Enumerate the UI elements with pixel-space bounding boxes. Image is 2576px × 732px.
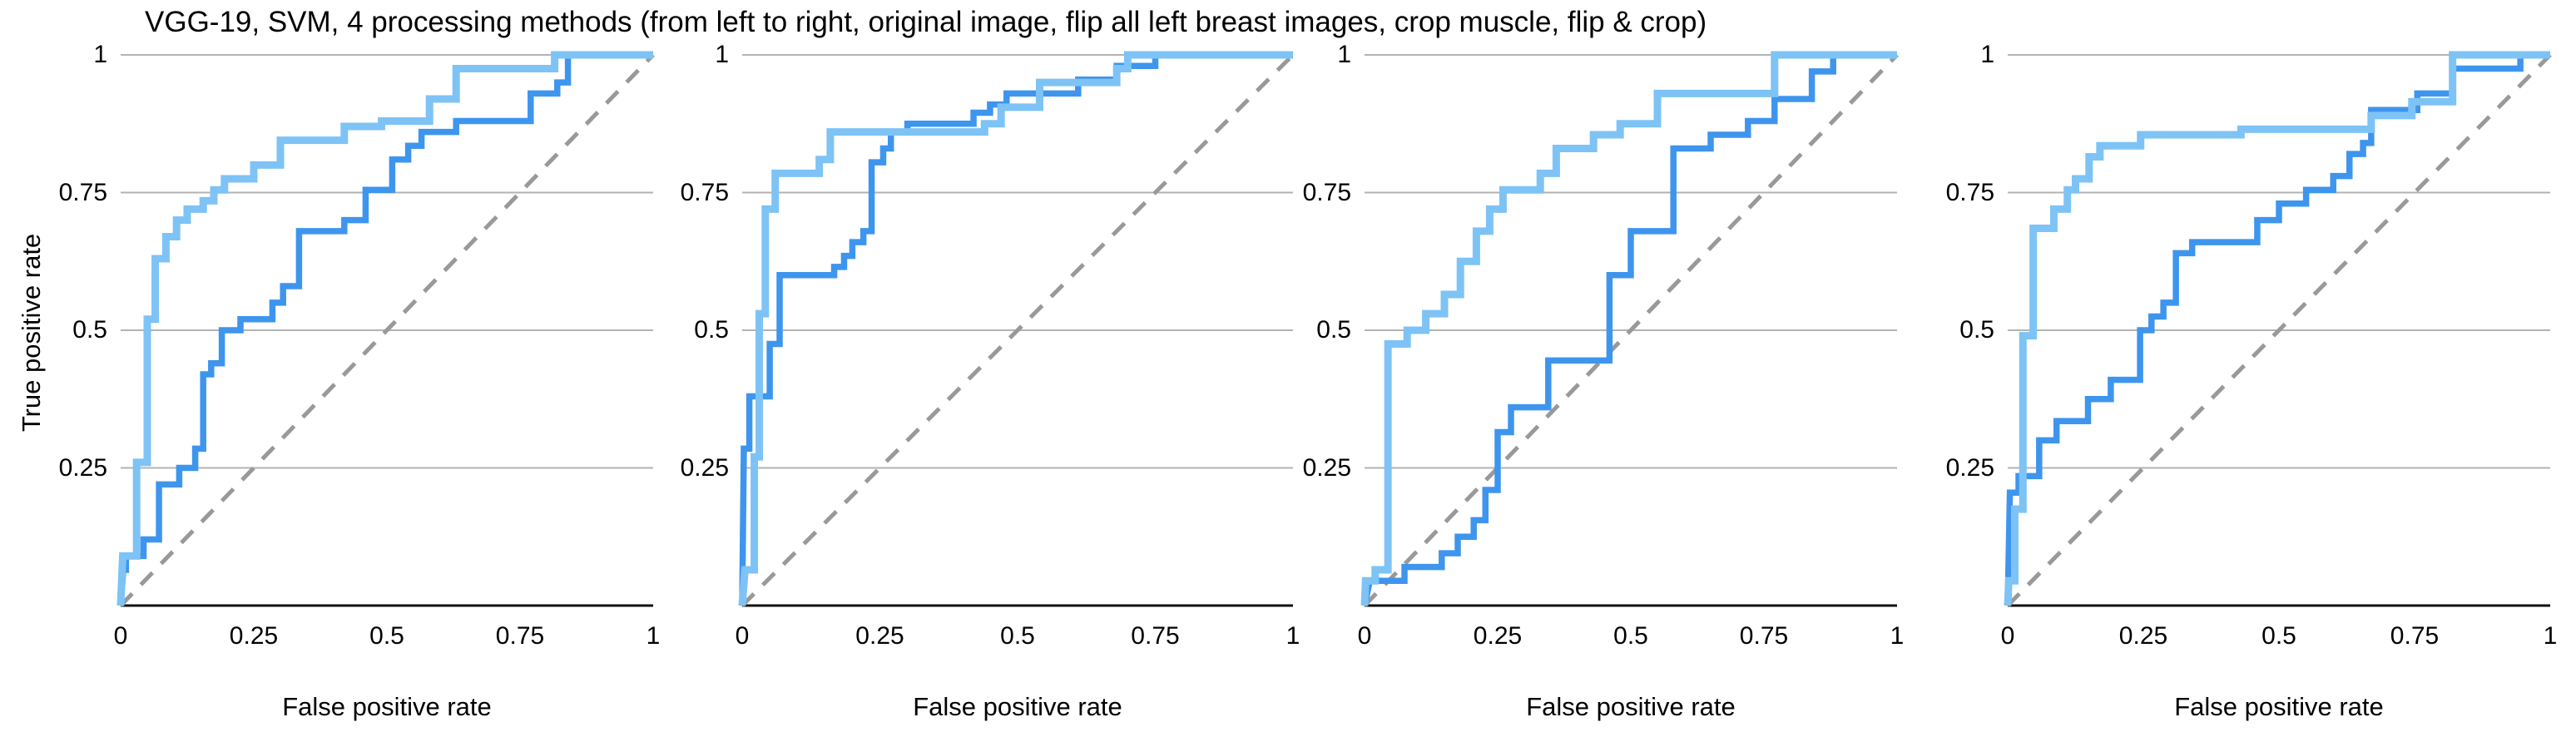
- roc-plot-svg-2: [742, 55, 1293, 606]
- x-tick-label-0-panel-4: 0: [2000, 622, 2015, 650]
- roc-curve-light-blue-panel-4: [2008, 55, 2550, 606]
- y-tick-label-0.5-panel-3: 0.5: [1316, 316, 1351, 344]
- roc-curve-light-blue-panel-1: [121, 55, 653, 606]
- x-tick-label-0.5-panel-2: 0.5: [1000, 622, 1035, 650]
- x-tick-label-0.25-panel-3: 0.25: [1473, 622, 1523, 650]
- y-tick-label-0.25-panel-2: 0.25: [680, 453, 729, 482]
- diagonal-reference-line: [2008, 55, 2550, 606]
- roc-curve-dark-blue-panel-4: [2008, 55, 2550, 606]
- chart-title: VGG-19, SVM, 4 processing methods (from …: [145, 6, 1707, 38]
- x-tick-label-0.75-panel-2: 0.75: [1131, 622, 1180, 650]
- x-tick-label-1-panel-3: 1: [1890, 622, 1905, 650]
- diagonal-reference-line: [742, 55, 1293, 606]
- y-tick-label-0.75-panel-4: 0.75: [1945, 178, 1994, 206]
- x-axis-title-panel-4: False positive rate: [2174, 692, 2384, 721]
- x-tick-label-0-panel-1: 0: [113, 622, 128, 650]
- diagonal-reference-line: [121, 55, 653, 606]
- y-tick-label-1-panel-3: 1: [1337, 41, 1351, 68]
- roc-curve-light-blue-panel-3: [1365, 55, 1897, 606]
- y-tick-label-0.25-panel-1: 0.25: [58, 453, 107, 482]
- roc-plot-svg-1: [121, 55, 653, 606]
- y-tick-label-0.5-panel-4: 0.5: [1959, 316, 1994, 344]
- roc-plot-3: [1365, 55, 1897, 606]
- y-tick-label-0.25-panel-3: 0.25: [1302, 453, 1351, 482]
- x-tick-label-0.75-panel-4: 0.75: [2390, 622, 2440, 650]
- y-tick-label-0.5-panel-1: 0.5: [72, 316, 107, 344]
- x-axis-title-panel-2: False positive rate: [913, 692, 1122, 721]
- y-tick-label-0.5-panel-2: 0.5: [694, 316, 729, 344]
- y-tick-label-1-panel-1: 1: [93, 41, 107, 68]
- y-tick-label-1-panel-2: 1: [715, 41, 729, 68]
- roc-plot-1: [121, 55, 653, 606]
- x-tick-label-0.25-panel-4: 0.25: [2118, 622, 2168, 650]
- roc-curve-dark-blue-panel-1: [121, 55, 653, 606]
- x-tick-label-0-panel-3: 0: [1357, 622, 1372, 650]
- x-tick-label-0.5-panel-3: 0.5: [1613, 622, 1648, 650]
- x-tick-label-0-panel-2: 0: [735, 622, 750, 650]
- y-tick-label-1-panel-4: 1: [1980, 41, 1994, 68]
- diagonal-reference-line: [1365, 55, 1897, 606]
- roc-plot-svg-3: [1365, 55, 1897, 606]
- x-tick-label-0.5-panel-1: 0.5: [369, 622, 404, 650]
- roc-curve-dark-blue-panel-2: [742, 55, 1293, 606]
- y-tick-label-0.25-panel-4: 0.25: [1945, 453, 1994, 482]
- y-tick-label-0.75-panel-3: 0.75: [1302, 178, 1351, 206]
- roc-plot-4: [2008, 55, 2550, 606]
- x-axis-title-panel-3: False positive rate: [1526, 692, 1736, 721]
- x-tick-label-0.75-panel-3: 0.75: [1739, 622, 1789, 650]
- x-axis-title-panel-1: False positive rate: [282, 692, 492, 721]
- roc-curve-dark-blue-panel-3: [1365, 55, 1897, 606]
- x-tick-label-0.75-panel-1: 0.75: [495, 622, 545, 650]
- roc-plot-svg-4: [2008, 55, 2550, 606]
- y-tick-label-0.75-panel-1: 0.75: [58, 178, 107, 206]
- roc-curve-light-blue-panel-2: [742, 55, 1293, 606]
- x-tick-label-1-panel-2: 1: [1286, 622, 1300, 650]
- x-tick-label-0.25-panel-1: 0.25: [229, 622, 279, 650]
- x-tick-label-1-panel-4: 1: [2543, 622, 2558, 650]
- x-tick-label-0.5-panel-4: 0.5: [2261, 622, 2296, 650]
- roc-plot-2: [742, 55, 1293, 606]
- y-tick-label-0.75-panel-2: 0.75: [680, 178, 729, 206]
- x-tick-label-0.25-panel-2: 0.25: [855, 622, 904, 650]
- x-tick-label-1-panel-1: 1: [646, 622, 661, 650]
